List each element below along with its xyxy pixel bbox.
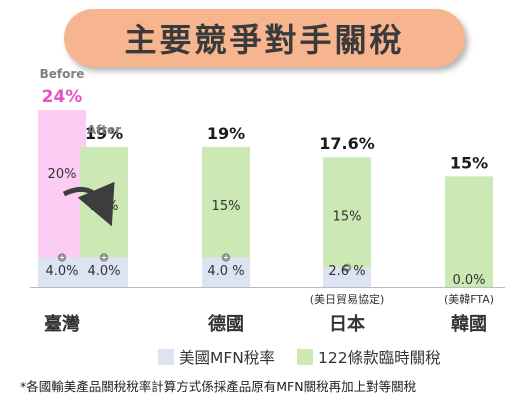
chart-title: 主要競爭對手關稅: [64, 9, 465, 67]
bar-mfn-label-1: 4.0 %: [207, 264, 244, 279]
category-note-2: (美日貿易協定): [310, 292, 385, 306]
category-label-0: 臺灣: [44, 313, 80, 335]
stacked-bar-chart: Before 24% 20% 4.0% 19% 15% 4.0% 臺灣 19% 15% 4.0 % 德…: [30, 67, 505, 335]
category-label-2: 日本: [329, 313, 365, 335]
legend-swatch-mfn: [158, 349, 174, 365]
before-total-label: 24%: [42, 87, 83, 107]
bar-total-label-3: 15%: [450, 153, 488, 172]
before-bar-extra: [38, 110, 86, 258]
bar-mfn-label-3: 0.0%: [452, 273, 485, 288]
footnote: *各國輸美產品關稅稅率計算方式係採產品原有MFN關稅再加上對等關稅: [20, 379, 417, 394]
bar-tariff-2: [323, 157, 371, 268]
before-mfn-label: 4.0%: [45, 264, 78, 279]
after-tag: After: [87, 123, 121, 137]
bar-mfn-label-2: 2.6 %: [328, 264, 365, 279]
legend: 美國MFN稅率 122條款臨時關稅: [0, 346, 527, 370]
bar-mfn-2: [323, 267, 371, 287]
category-label-3: 韓國: [451, 313, 487, 335]
before-tag: Before: [40, 67, 85, 81]
bar-mfn-0: [80, 257, 128, 287]
bar-total-label-2: 17.6%: [319, 134, 375, 153]
bar-tariff-label-2: 15%: [333, 210, 362, 225]
bar-tariff-1: [202, 146, 250, 258]
bar-tariff-label-1: 15%: [212, 199, 241, 214]
before-bar-mfn: [38, 257, 86, 287]
legend-label-mfn: 美國MFN稅率: [179, 349, 275, 367]
bar-tariff-3: [445, 176, 493, 287]
bar-total-label-0: 19%: [85, 124, 123, 143]
legend-swatch-tariff: [297, 349, 313, 365]
category-note-3: (美韓FTA): [444, 293, 494, 306]
curved-arrow-icon: [62, 181, 115, 227]
bar-mfn-label-0: 4.0%: [87, 264, 120, 279]
category-label-1: 德國: [208, 313, 244, 335]
legend-label-tariff: 122條款臨時關稅: [318, 349, 441, 367]
before-extra-label: 20%: [48, 167, 77, 182]
bar-mfn-1: [202, 257, 250, 287]
legend-item-tariff: 122條款臨時關稅: [297, 346, 441, 368]
bar-total-label-1: 19%: [207, 124, 245, 143]
legend-item-mfn: 美國MFN稅率: [158, 346, 275, 368]
